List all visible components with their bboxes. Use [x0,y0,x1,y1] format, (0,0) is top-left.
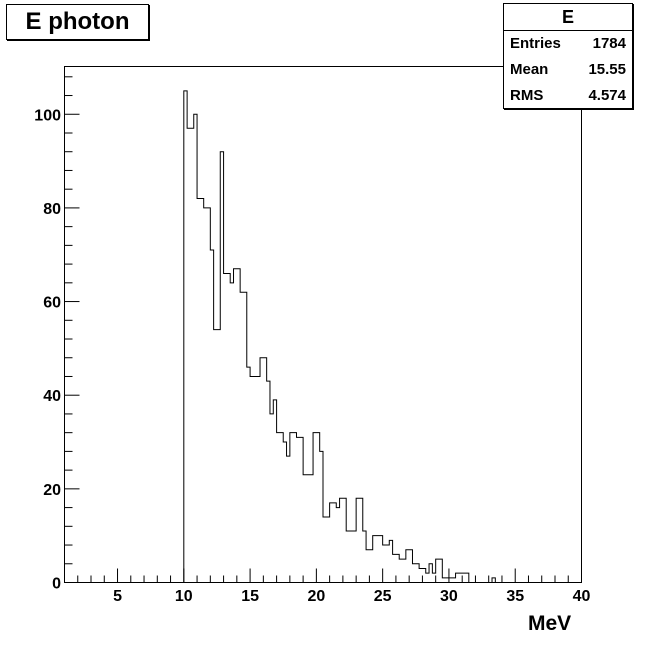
stats-box: E Entries 1784 Mean 15.55 RMS 4.574 [503,3,633,109]
stats-label: RMS [510,87,544,104]
plot-frame [64,66,582,583]
y-tick-label: 0 [52,576,61,593]
x-tick-label: 20 [307,588,325,605]
axis-tick-labels: 5 10 15 20 25 30 35 40 0 20 40 60 80 100 [34,107,590,605]
stats-row-entries: Entries 1784 [504,31,632,57]
y-tick-label: 40 [43,388,61,405]
stats-name: E [504,4,632,31]
chart-title: E photon [6,4,149,40]
y-tick-label: 20 [43,482,61,499]
stats-row-mean: Mean 15.55 [504,57,632,83]
x-tick-label: 5 [113,588,122,605]
y-tick-label: 100 [34,107,61,124]
y-tick-label: 60 [43,295,61,312]
y-tick-label: 80 [43,201,61,218]
x-tick-label: 10 [175,588,193,605]
axis-ticks [64,76,582,583]
histogram-line [183,90,502,583]
x-tick-label: 40 [573,588,591,605]
x-tick-label: 15 [241,588,259,605]
x-axis-label: MeV [528,612,572,635]
x-tick-label: 35 [506,588,524,605]
stats-row-rms: RMS 4.574 [504,83,632,109]
x-tick-label: 30 [440,588,458,605]
stats-value: 15.55 [588,61,626,78]
stats-label: Mean [510,61,549,78]
stats-label: Entries [510,35,561,52]
x-tick-label: 25 [374,588,392,605]
stats-value: 1784 [592,35,626,52]
stats-value: 4.574 [588,87,626,104]
